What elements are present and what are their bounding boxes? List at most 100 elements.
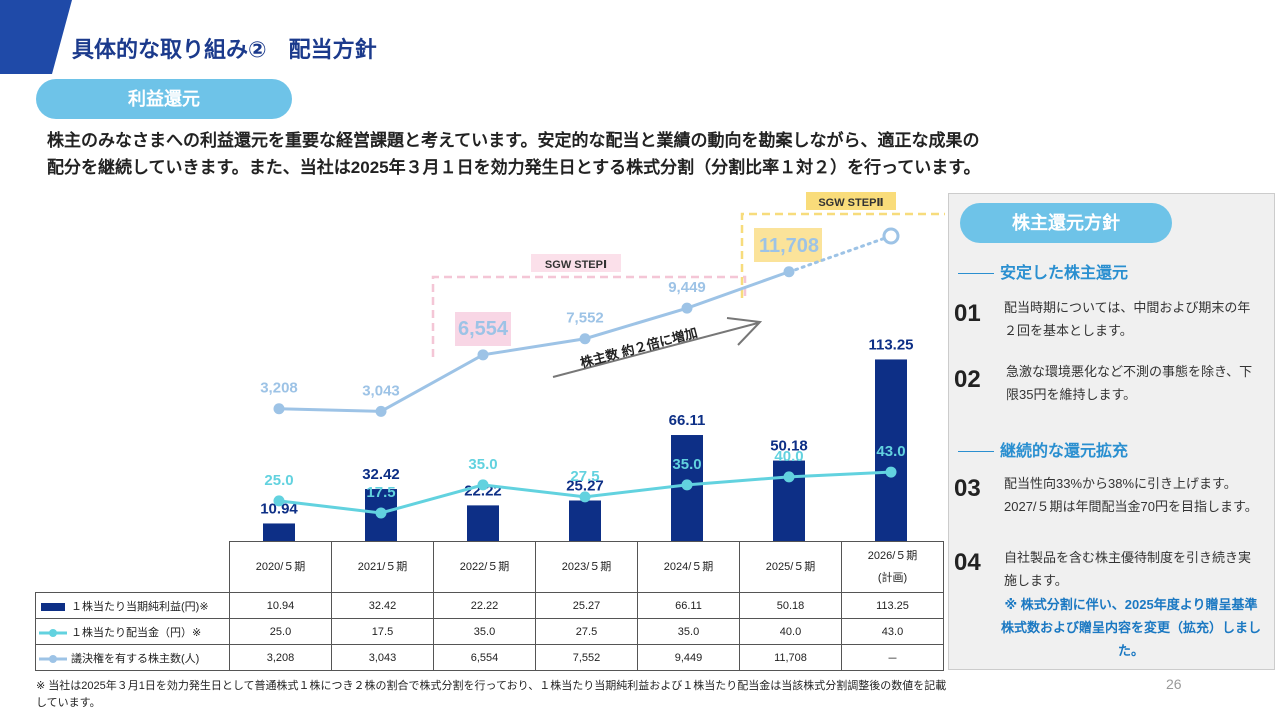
legend-icon: [39, 654, 67, 663]
series-point: [783, 471, 795, 483]
point-label: 35.0: [468, 456, 497, 473]
series-point: [477, 349, 489, 361]
category-cell: 2025/５期: [739, 541, 842, 593]
value-cell: 3,043: [331, 644, 434, 671]
item-text: 急激な環境悪化など不測の事態を除き、下限35円を維持します。: [1006, 364, 1253, 402]
bar-label: 66.11: [669, 412, 706, 429]
policy-title: 株主還元方針: [960, 203, 1172, 243]
value-cell: 17.5: [331, 618, 434, 645]
bar: [263, 523, 295, 541]
value-cell: 25.0: [229, 618, 332, 645]
item-number: 03: [954, 475, 981, 502]
value-cell: 11,708: [739, 644, 842, 671]
step2-frame: [740, 212, 945, 298]
step1-label: SGW STEPⅠ: [545, 259, 607, 271]
section-heading: 継続的な還元拡充: [958, 437, 1128, 461]
growth-arrow: [552, 322, 759, 378]
series-point: [375, 405, 387, 417]
projection-line: [787, 234, 893, 274]
legend-dot: [49, 628, 57, 637]
point-label: 6,554: [458, 318, 509, 340]
point-label: 40.0: [774, 448, 803, 465]
bar: [875, 359, 907, 541]
legend-dot: [49, 654, 57, 663]
series-point: [477, 479, 489, 491]
category-cell: 2026/５期 (計画): [841, 541, 944, 593]
item-number: 04: [954, 549, 981, 576]
series-point: [885, 466, 897, 478]
section-tag: 利益還元: [36, 79, 292, 119]
legend-icon: [39, 628, 67, 637]
legend-cell: 議決権を有する株主数(人): [35, 644, 230, 671]
series-line: [278, 270, 790, 413]
series-point: [273, 403, 285, 415]
category-cell: 2022/５期: [433, 541, 536, 593]
header-accent: [0, 0, 72, 74]
footnote: ※ 当社は2025年３月1日を効力発生日として普通株式１株につき２株の割合で株式…: [36, 680, 947, 709]
value-cell: 35.0: [637, 618, 740, 645]
point-label: 3,043: [362, 382, 400, 399]
point-label: 35.0: [672, 456, 701, 473]
series-point: [375, 507, 387, 519]
step1-bg: [531, 254, 621, 272]
value-cell: 6,554: [433, 644, 536, 671]
projection-point: [882, 227, 900, 245]
value-cell: 113.25: [841, 592, 944, 619]
table-row: １株当たり配当金（円）※ 25.0 17.5 35.0 27.5 35.0 40.0 43.0: [35, 618, 944, 645]
series-point: [681, 302, 693, 314]
legend-label: １株当たり当期純利益(円)※: [71, 600, 209, 613]
step2-bg: [806, 192, 896, 210]
series-point: [273, 495, 285, 507]
data-table: 2020/５期 2021/５期 2022/５期 2023/５期 2024/５期 2025/…: [35, 541, 944, 671]
page-number: 26: [1166, 676, 1182, 692]
item-number: 02: [954, 366, 981, 393]
point-label: 27.5: [570, 468, 599, 485]
value-cell: 9,449: [637, 644, 740, 671]
series-point: [579, 491, 591, 503]
point-label: 7,552: [566, 310, 604, 327]
legend-cell: １株当たり配当金（円）※: [35, 618, 230, 645]
value-cell: 25.27: [535, 592, 638, 619]
value-cell: 35.0: [433, 618, 536, 645]
value-cell: 3,208: [229, 644, 332, 671]
bar: [467, 505, 499, 541]
item-text: 配当性向33%から38%に引き上げます。2027/５期は年間配当金70円を目指し…: [1004, 476, 1258, 514]
value-cell: 66.11: [637, 592, 740, 619]
value-cell: 43.0: [841, 618, 944, 645]
category-cell: 2023/５期: [535, 541, 638, 593]
item-text: 自社製品を含む株主優待制度を引き続き実施します。: [1004, 550, 1252, 588]
series-point: [579, 333, 591, 345]
lead-text: 株主のみなさまへの利益還元を重要な経営課題と考えています。安定的な配当と業績の動…: [47, 131, 980, 150]
highlight-box: [455, 312, 511, 346]
bar: [569, 500, 601, 541]
table-corner: [35, 541, 230, 593]
legend-label: 議決権を有する株主数(人): [71, 652, 200, 665]
category-cell: 2020/５期: [229, 541, 332, 593]
bar-label: 32.42: [362, 466, 400, 483]
point-label: 3,208: [260, 380, 298, 397]
growth-label: 株主数 約２倍に増加: [579, 325, 699, 371]
point-label: 25.0: [264, 472, 293, 489]
lead-text: 配分を継続していきます。また、当社は2025年３月１日を効力発生日とする株式分割…: [47, 158, 981, 177]
value-cell: 40.0: [739, 618, 842, 645]
point-label: 17.5: [366, 484, 395, 501]
table-row: 議決権を有する株主数(人) 3,208 3,043 6,554 7,552 9,449 11…: [35, 644, 944, 671]
item-text: 配当時期については、中間および期末の年２回を基本とします。: [1004, 300, 1251, 338]
value-cell: －: [841, 644, 944, 671]
table-row: １株当たり当期純利益(円)※ 10.94 32.42 22.22 25.27 66.11 5…: [35, 592, 944, 619]
highlight-box: [754, 228, 822, 262]
slide-title: 具体的な取り組み② 配当方針: [72, 37, 377, 62]
value-cell: 32.42: [331, 592, 434, 619]
series-point: [783, 266, 795, 278]
bar-label: 25.27: [566, 477, 604, 494]
step2-label: SGW STEPⅡ: [818, 197, 883, 209]
legend-swatch: [41, 602, 65, 611]
point-label: 11,708: [759, 235, 819, 257]
policy-note: ※ 株式分割に伴い、2025年度より贈呈基準株式数および贈呈内容を変更（拡充）し…: [1000, 597, 1261, 658]
bar-label: 113.25: [868, 336, 913, 353]
value-cell: 10.94: [229, 592, 332, 619]
category-cell: 2024/５期: [637, 541, 740, 593]
value-cell: 27.5: [535, 618, 638, 645]
step1-frame: [431, 275, 747, 357]
